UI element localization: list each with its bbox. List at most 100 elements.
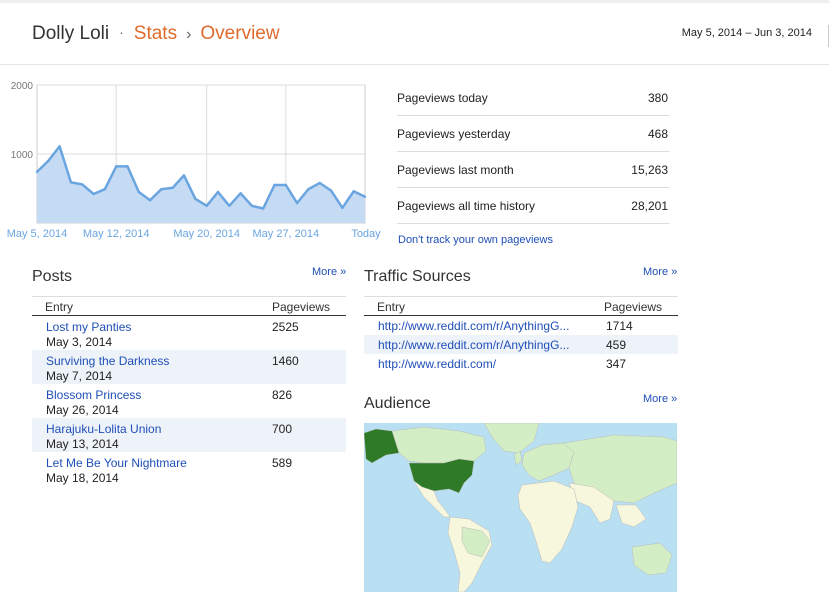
y-tick-label: 1000 — [11, 150, 34, 161]
post-row: Lost my Panties May 3, 2014 2525 — [32, 316, 346, 350]
chart-data-point — [115, 165, 118, 168]
chart-data-point — [58, 145, 61, 148]
map-greenland — [483, 423, 540, 454]
chart-data-point — [273, 183, 276, 187]
post-date: May 3, 2014 — [46, 335, 113, 349]
chart-data-point — [69, 181, 73, 184]
stat-label: Pageviews today — [397, 90, 488, 105]
post-pageviews: 700 — [272, 422, 293, 436]
date-range[interactable]: May 5, 2014 – Jun 3, 2014 — [681, 27, 812, 39]
map-australia — [631, 542, 673, 576]
stat-value: 15,263 — [631, 162, 668, 177]
chart-data-point — [160, 188, 163, 191]
audience-world-map[interactable] — [364, 423, 677, 592]
map-europe — [521, 442, 575, 482]
post-date: May 7, 2014 — [46, 369, 113, 383]
traffic-title: Traffic Sources — [364, 268, 471, 285]
chart-data-point — [239, 192, 242, 195]
post-title-link[interactable]: Let Me Be Your Nightmare — [46, 456, 187, 470]
x-tick-label: May 5, 2014 — [7, 228, 68, 240]
breadcrumb-overview: Overview — [200, 23, 280, 44]
traffic-rows: http://www.reddit.com/r/AnythingG... 1714… — [364, 316, 678, 373]
page-header: Dolly Loli · Stats › Overview May 5, 2014 – … — [0, 3, 829, 65]
chart-series-line — [36, 145, 366, 210]
post-pageviews: 826 — [272, 388, 293, 402]
post-row: Blossom Princess May 26, 2014 826 — [32, 384, 346, 418]
posts-more-link[interactable]: More » — [312, 266, 347, 278]
breadcrumb-stats[interactable]: Stats — [133, 23, 178, 44]
y-tick-label: 2000 — [11, 81, 34, 92]
pageviews-chart[interactable]: 2000 1000 May 5, 2014 May 12, 2014 May 20, 2… — [0, 74, 382, 246]
traffic-url-link[interactable]: http://www.reddit.com/r/AnythingG... — [378, 338, 570, 352]
post-date: May 13, 2014 — [46, 437, 119, 451]
blog-name[interactable]: Dolly Loli — [32, 23, 110, 44]
traffic-url-link[interactable]: http://www.reddit.com/r/AnythingG... — [378, 319, 570, 333]
breadcrumb-arrow: › — [186, 26, 192, 43]
post-pageviews: 1460 — [272, 354, 299, 368]
x-tick-label: Today — [351, 228, 381, 240]
chart-data-point — [352, 190, 355, 193]
col-pageviews: Pageviews — [272, 300, 331, 314]
traffic-row: http://www.reddit.com/347 — [364, 354, 678, 373]
audience-more-link[interactable]: More » — [643, 393, 678, 405]
traffic-table: Entry Pageviews http://www.reddit.com/r/… — [364, 296, 678, 373]
post-title-link[interactable]: Blossom Princess — [46, 388, 142, 402]
chart-data-point — [262, 207, 265, 210]
post-title-link[interactable]: Surviving the Darkness — [46, 354, 170, 368]
traffic-pageviews: 347 — [606, 357, 627, 371]
map-south-america — [447, 516, 493, 592]
map-mexico — [413, 480, 451, 518]
traffic-pageviews: 459 — [606, 338, 627, 352]
post-row: Harajuku-Lolita Union May 13, 2014 700 — [32, 418, 346, 452]
breadcrumb-separator: · — [119, 24, 124, 40]
chart-data-point — [148, 199, 152, 202]
post-title-link[interactable]: Harajuku-Lolita Union — [46, 422, 162, 436]
stat-row: Pageviews last month 15,263 — [397, 152, 669, 188]
dont-track-link[interactable]: Don't track your own pageviews — [398, 234, 553, 246]
chart-area-fill — [37, 146, 365, 223]
chart-data-point — [103, 188, 107, 191]
stat-row: Pageviews all time history 28,201 — [397, 188, 669, 224]
map-se-asia — [615, 504, 647, 528]
posts-title: Posts — [32, 268, 73, 285]
breadcrumb: Dolly Loli · Stats › Overview — [32, 23, 280, 45]
traffic-table-header: Entry Pageviews — [364, 296, 678, 316]
chart-data-point — [284, 183, 287, 187]
stat-value: 380 — [647, 90, 668, 105]
col-pageviews: Pageviews — [604, 300, 663, 314]
chart-data-point — [137, 190, 140, 194]
chart-data-point — [318, 181, 321, 185]
map-alaska — [364, 428, 400, 464]
x-tick-label: May 12, 2014 — [83, 228, 150, 240]
post-row: Surviving the Darkness May 7, 2014 1460 — [32, 350, 346, 384]
chart-data-point — [35, 170, 39, 174]
traffic-more-link[interactable]: More » — [643, 266, 678, 278]
traffic-row: http://www.reddit.com/r/AnythingG... 459 — [364, 335, 678, 354]
post-date: May 18, 2014 — [46, 471, 119, 485]
chart-data-point — [47, 159, 50, 163]
posts-rows: Lost my Panties May 3, 2014 2525 Surviving … — [32, 316, 346, 486]
post-date: May 26, 2014 — [46, 403, 119, 417]
chart-data-point — [216, 190, 220, 194]
traffic-row: http://www.reddit.com/r/AnythingG... 1714 — [364, 316, 678, 335]
stat-row: Pageviews today 380 — [397, 80, 669, 116]
traffic-url-link[interactable]: http://www.reddit.com/ — [378, 357, 497, 371]
map-middle-east — [568, 482, 615, 524]
stat-value: 468 — [647, 126, 668, 141]
chart-data-point — [92, 192, 95, 196]
chart-data-point — [341, 206, 344, 209]
post-row: Let Me Be Your Nightmare May 18, 2014 589 — [32, 452, 346, 486]
map-africa — [517, 480, 579, 564]
audience-title: Audience — [364, 395, 431, 412]
chart-data-point — [250, 204, 254, 207]
post-pageviews: 2525 — [272, 320, 299, 334]
post-title-link[interactable]: Lost my Panties — [46, 320, 132, 334]
map-asia — [563, 434, 677, 504]
stat-label: Pageviews all time history — [397, 198, 536, 213]
stat-value: 28,201 — [631, 198, 668, 213]
chart-data-point — [329, 189, 333, 192]
chart-data-point — [295, 201, 299, 205]
x-tick-label: May 27, 2014 — [252, 228, 319, 240]
stat-row: Pageviews yesterday 468 — [397, 116, 669, 152]
chart-data-point — [205, 204, 208, 207]
